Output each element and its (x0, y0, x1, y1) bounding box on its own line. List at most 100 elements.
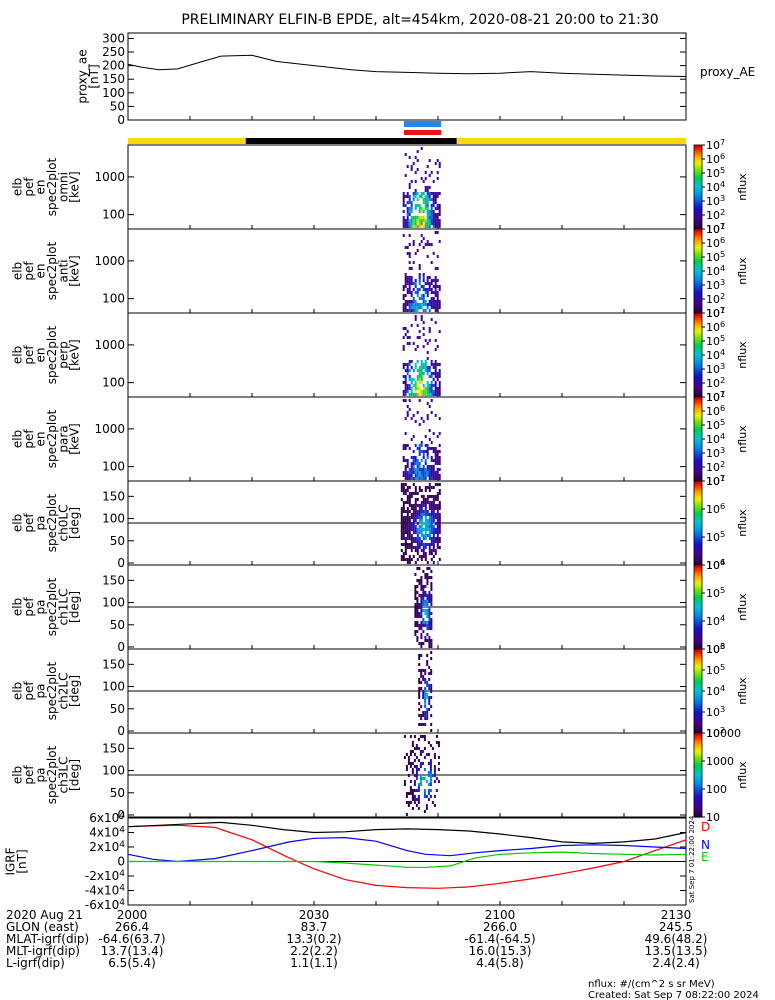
pitch-angle-cell (406, 513, 409, 516)
spectrogram-cell (428, 186, 431, 189)
pitch-angle-cell (400, 534, 403, 537)
pitch-angle-cell (424, 519, 427, 522)
colorbar-cell (694, 712, 702, 715)
colorbar-cell (694, 741, 702, 745)
spectrogram-cell (422, 345, 425, 348)
pitch-angle-cell (420, 705, 423, 708)
spectrogram-panel-4: elbpefpaspec2plotch0LC[deg]0501001501041… (11, 473, 749, 572)
pitch-angle-cell (433, 753, 436, 756)
colorbar-cell (694, 325, 702, 329)
column-value-mlat: -61.4(-64.5) (464, 932, 535, 946)
pitch-angle-cell (406, 561, 409, 564)
pitch-angle-cell (416, 537, 419, 540)
pitch-angle-cell (436, 531, 439, 534)
pitch-angle-cell (424, 489, 427, 492)
colorbar-cell (694, 208, 702, 211)
colorbar-cell (694, 705, 702, 709)
spectrogram-cell (438, 381, 441, 384)
colorbar-cell (694, 649, 702, 652)
status-bar-black (245, 138, 457, 144)
spectrogram-cell (408, 474, 411, 477)
spectrogram-cell (402, 459, 405, 462)
spectrogram-cell (412, 468, 415, 471)
spectrogram-cell (414, 474, 417, 477)
spectrogram-cell (410, 303, 413, 306)
pitch-angle-cell (409, 753, 412, 756)
colorbar-cell (694, 548, 702, 551)
pitch-angle-cell (428, 639, 431, 642)
colorbar-label-text: nflux (736, 761, 749, 789)
pitch-angle-cell (411, 762, 414, 765)
spectrogram-cell (426, 204, 429, 207)
spectrogram-cell (438, 363, 441, 366)
pitch-angle-cell (419, 774, 422, 777)
pitch-angle-cell (424, 687, 427, 690)
pitch-angle-cell (436, 516, 439, 519)
colorbar-cell (694, 579, 702, 583)
spectrogram-cell (436, 306, 439, 309)
spectrogram-cell (430, 198, 433, 201)
spectrogram-cell (422, 363, 425, 366)
pitch-angle-cell (402, 537, 405, 540)
spectrogram-cell (418, 216, 421, 219)
spectrogram-cell (420, 216, 423, 219)
pitch-angle-cell (406, 495, 409, 498)
pitch-angle-cell (416, 522, 419, 525)
pitch-angle-cell (424, 522, 427, 525)
colorbar-cell (694, 445, 702, 448)
spectrogram-cell (432, 474, 435, 477)
colorbar-label-text: nflux (736, 593, 749, 621)
spectrogram-cell (412, 225, 415, 228)
pitch-angle-cell (437, 768, 440, 771)
pitch-angle-cell (410, 540, 413, 543)
colorbar-cell (694, 552, 702, 556)
spectrogram-cell (422, 297, 425, 300)
pitch-angle-cell (424, 702, 427, 705)
spectrogram-cell (410, 210, 413, 213)
spectrogram-cell (432, 477, 435, 480)
colorbar-cell (694, 478, 702, 482)
pitch-angle-cell (400, 531, 403, 534)
spectrogram-cell (434, 282, 437, 285)
spectrogram-cell (410, 417, 413, 420)
spectrogram-cell (404, 300, 407, 303)
colorbar-cell (694, 237, 702, 241)
pitch-angle-cell (427, 771, 430, 774)
colorbar-cell (694, 283, 702, 287)
spectrogram-cell (406, 282, 409, 285)
colorbar-tick-label: 107 (706, 473, 725, 488)
pitch-angle-cell (424, 612, 427, 615)
colorbar-cell (694, 159, 702, 163)
panel-ytick-label: 50 (110, 702, 125, 716)
colorbar-cell (694, 577, 702, 581)
spectrogram-cell (404, 246, 407, 249)
colorbar-cell (694, 657, 702, 661)
pitch-angle-cell (416, 498, 419, 501)
spectrogram-cell (410, 180, 413, 183)
spectrogram-cell (420, 444, 423, 447)
pitch-angle-cell (420, 516, 423, 519)
pitch-angle-cell (417, 738, 420, 741)
pitch-angle-cell (410, 504, 413, 507)
pitch-angle-cell (412, 513, 415, 516)
pitch-angle-cell (426, 639, 429, 642)
colorbar-cell (694, 680, 702, 684)
colorbar-cell (694, 701, 702, 705)
spectrogram-cell (406, 300, 409, 303)
spectrogram-cell (414, 309, 417, 312)
colorbar-cell (694, 789, 702, 793)
spectrogram-cell (434, 384, 437, 387)
colorbar-cell (694, 520, 702, 524)
pitch-angle-cell (430, 672, 433, 675)
colorbar-cell (694, 785, 702, 789)
spectrogram-cell (428, 387, 431, 390)
colorbar-cell (694, 317, 702, 320)
pitch-angle-cell (417, 807, 420, 810)
pitch-angle-cell (438, 528, 441, 531)
pitch-angle-cell (414, 606, 417, 609)
pitch-angle-cell (430, 585, 433, 588)
spectrogram-cell (432, 393, 435, 396)
pitch-angle-cell (422, 591, 425, 594)
panel-ytick-label: 0 (117, 556, 125, 570)
pitch-angle-cell (416, 567, 419, 570)
